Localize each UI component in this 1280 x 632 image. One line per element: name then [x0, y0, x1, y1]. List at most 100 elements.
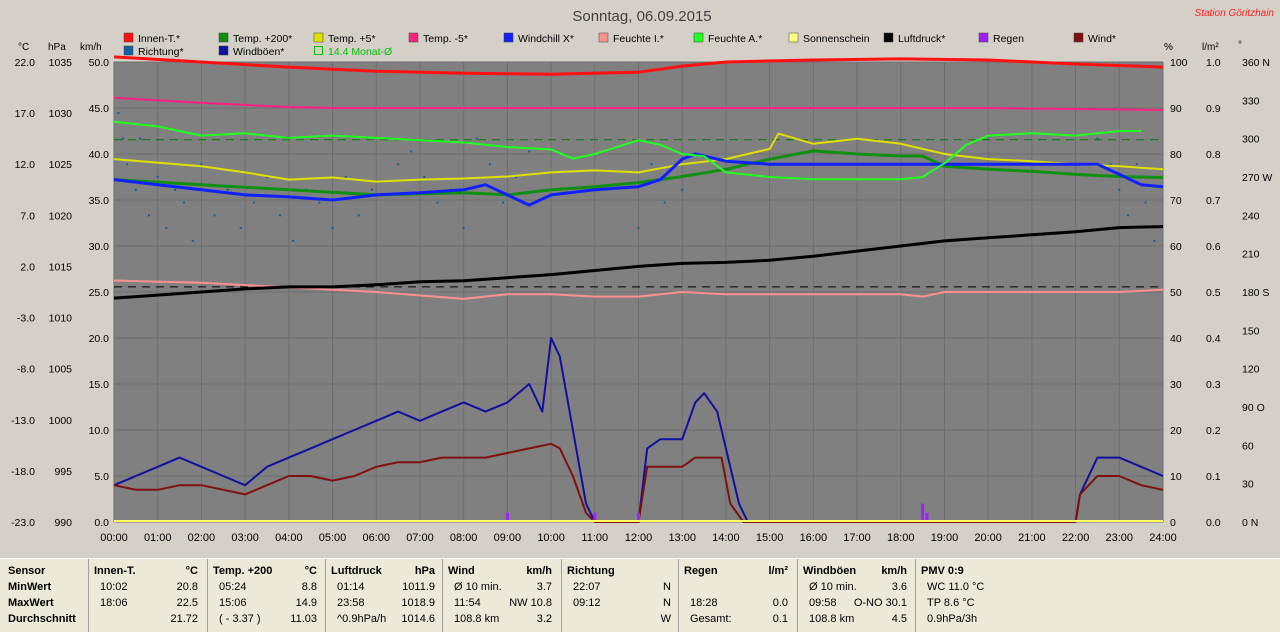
stats-cell-value: 3.2 [536, 613, 552, 625]
direction-point [226, 188, 229, 191]
legend-label: Temp. +200* [233, 33, 292, 45]
stats-cell-value: W [660, 613, 671, 625]
tick-celsius: 2.0 [20, 261, 35, 273]
tick-direction: 270 W [1242, 172, 1272, 184]
stats-row: 23:58 1018.9 [331, 595, 435, 611]
tick-celsius: -18.0 [11, 466, 35, 478]
stats-header-unit: hPa [414, 565, 435, 577]
series-line [113, 442, 1164, 523]
axis-ticks: 50.0 45.0 40.0 35.0 30.0 25.0 20.0 15.0 10.0 5.0 0… [11, 57, 1272, 544]
grid [113, 61, 1164, 523]
tick-celsius: -23.0 [11, 517, 35, 529]
direction-point [502, 201, 505, 204]
stats-header-label: Luftdruck [331, 565, 382, 577]
stats-cell-label: 15:06 [219, 597, 247, 609]
legend-swatch [408, 32, 419, 43]
direction-point [1127, 214, 1130, 217]
stats-cell-label: Ø 10 min. [454, 581, 502, 593]
direction-point [292, 239, 295, 242]
legend-swatch [693, 32, 704, 43]
direction-point [279, 214, 282, 217]
direction-point [650, 163, 653, 166]
direction-point [165, 227, 168, 230]
tick-kmh: 15.0 [89, 379, 110, 391]
tick-rain: 0.7 [1206, 195, 1221, 207]
stats-cell-label: 23:58 [337, 597, 365, 609]
stats-header-label: Innen-T. [94, 565, 136, 577]
tick-rain: 0.5 [1206, 287, 1221, 299]
tick-hpa: 995 [54, 466, 72, 478]
stats-cell-value: 22.5 [176, 597, 198, 609]
stats-header-label: Sensor [8, 565, 46, 577]
stats-header-label: Temp. +200 [213, 565, 273, 577]
stats-header: Luftdruck hPa [331, 563, 435, 579]
direction-point [1153, 239, 1156, 242]
tick-time: 24:00 [1149, 532, 1177, 544]
tick-rain: 0.9 [1206, 103, 1221, 115]
stats-cell-value: 1018.9 [401, 597, 435, 609]
rain-bar [505, 512, 509, 522]
stats-row: 05:24 8.8 [213, 579, 317, 595]
direction-point [436, 201, 439, 204]
stats-header-unit: °C [185, 565, 198, 577]
legend-label: Temp. -5* [423, 33, 468, 45]
legend-swatch [1073, 32, 1084, 43]
weather-chart: 50.0 45.0 40.0 35.0 30.0 25.0 20.0 15.0 10.0 5.0 0… [11, 8, 1275, 544]
chart-title: Sonntag, 06.09.2015 [572, 8, 711, 25]
stats-cell-value: 4.5 [891, 613, 907, 625]
unit-celsius: °C [18, 42, 29, 53]
stats-cell-label: 0.9hPa/3h [927, 613, 978, 625]
stats-header-unit: °C [304, 565, 317, 577]
tick-kmh: 5.0 [94, 471, 109, 483]
tick-time: 09:00 [494, 532, 522, 544]
tick-kmh: 45.0 [89, 103, 110, 115]
tick-direction: 210 [1242, 249, 1260, 261]
direction-point [252, 201, 255, 204]
stats-cell-label [567, 613, 573, 625]
stats-row: 09:58 O-NO 30.1 [803, 595, 907, 611]
tick-direction: 120 [1242, 364, 1260, 376]
tick-percent: 80 [1170, 149, 1182, 161]
tick-hpa: 1020 [49, 210, 73, 222]
stats-header-unit: km/h [881, 565, 907, 577]
stats-cell-label: 18:28 [690, 597, 718, 609]
stats-row: 09:12 N [567, 595, 671, 611]
direction-point [331, 227, 334, 230]
tick-direction: 300 [1242, 134, 1260, 146]
stats-cell-label: WC 11.0 °C [927, 581, 985, 593]
tick-percent: 50 [1170, 287, 1182, 299]
stats-header-label: Windböen [803, 565, 857, 577]
stats-cell-label [94, 613, 100, 625]
tick-hpa: 990 [54, 517, 72, 529]
stats-column: Sensor MinWert MaxWert Durchschnitt [8, 563, 88, 627]
stats-separator [88, 559, 89, 632]
direction-point [1096, 137, 1099, 140]
direction-point [174, 188, 177, 191]
rain-bar [637, 512, 640, 522]
stats-cell-value: 1011.9 [402, 581, 435, 593]
stats-cell-label: 22:07 [573, 581, 601, 593]
tick-time: 02:00 [188, 532, 216, 544]
tick-direction: 60 [1242, 440, 1254, 452]
legend-label: Feuchte A.* [708, 33, 762, 45]
stats-cell-value: 8.8 [301, 581, 317, 593]
stats-cell-value: 0.0 [772, 597, 788, 609]
tick-hpa: 1015 [49, 261, 73, 273]
legend-label: Windböen* [233, 46, 284, 58]
tick-rain: 0.2 [1206, 425, 1221, 437]
tick-hpa: 1000 [49, 415, 73, 427]
tick-percent: 10 [1170, 471, 1182, 483]
tick-time: 23:00 [1106, 532, 1134, 544]
direction-point [344, 176, 347, 178]
stats-cell-label: TP 8.6 °C [927, 597, 975, 609]
stats-row: TP 8.6 °C [921, 595, 1025, 611]
legend-swatch [218, 45, 229, 56]
stats-cell-value: 1014.6 [401, 613, 435, 625]
direction-point [1144, 201, 1147, 204]
stats-separator [207, 559, 208, 632]
direction-point [663, 201, 666, 204]
direction-point [239, 227, 242, 230]
series-line [113, 55, 1164, 76]
stats-row: 18:06 22.5 [94, 595, 198, 611]
direction-point [191, 239, 194, 242]
